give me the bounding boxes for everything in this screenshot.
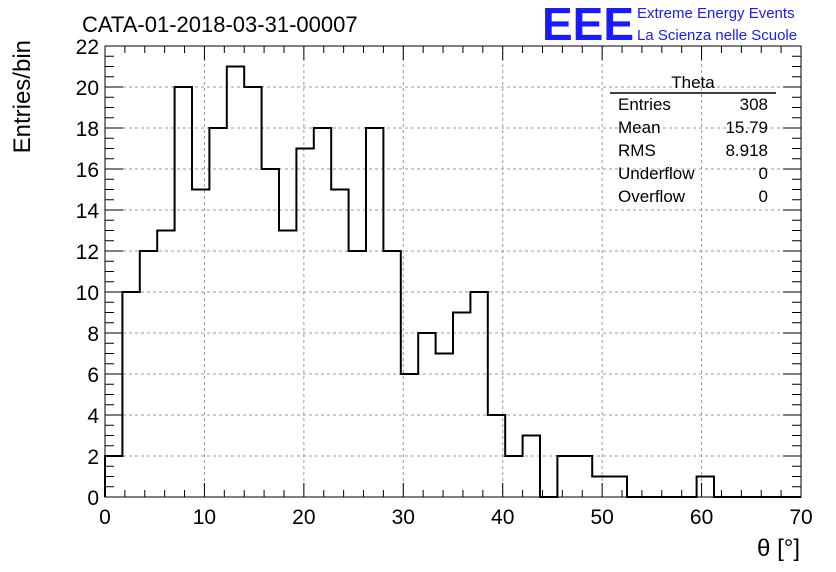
y-tick-label: 2 bbox=[87, 446, 99, 469]
eee-logo-line1: Extreme Energy Events bbox=[637, 5, 795, 22]
x-axis-label: θ [°] bbox=[757, 535, 800, 562]
histogram-bin bbox=[383, 251, 400, 497]
x-tick-label: 20 bbox=[292, 506, 315, 529]
y-tick-label: 4 bbox=[87, 405, 99, 428]
x-tick-label: 10 bbox=[193, 506, 216, 529]
histogram-bin bbox=[505, 456, 522, 497]
stats-row-value: 308 bbox=[740, 95, 768, 114]
x-tick-label: 70 bbox=[789, 506, 812, 529]
chart-title: CATA-01-2018-03-31-00007 bbox=[82, 12, 358, 37]
histogram-bin bbox=[227, 67, 244, 498]
y-tick-label: 14 bbox=[76, 200, 100, 223]
y-tick-label: 20 bbox=[76, 77, 99, 100]
histogram-bin bbox=[453, 313, 470, 498]
histogram-outline bbox=[104, 65, 801, 498]
x-tick-label: 0 bbox=[99, 506, 111, 529]
plot-frame bbox=[104, 45, 802, 498]
eee-logo-line2: La Scienza nelle Scuole bbox=[637, 27, 797, 44]
histogram-bin bbox=[331, 190, 348, 498]
histogram-bin bbox=[122, 292, 139, 497]
histogram-bin bbox=[314, 128, 331, 497]
stats-box-title: Theta bbox=[671, 73, 715, 92]
grid-lines bbox=[105, 46, 801, 497]
x-tick-labels: 0 10 20 30 40 50 60 70 bbox=[99, 506, 813, 529]
histogram-bin bbox=[575, 456, 592, 497]
histogram-bin bbox=[610, 477, 627, 498]
histogram-bin bbox=[279, 231, 296, 498]
stats-row-label: Entries bbox=[618, 95, 671, 114]
histogram-bin bbox=[366, 128, 383, 497]
stats-row-value: 15.79 bbox=[725, 118, 768, 137]
y-tick-label: 0 bbox=[87, 487, 99, 510]
stats-row-label: RMS bbox=[618, 141, 656, 160]
y-tick-labels: 0 2 4 6 8 10 12 14 16 18 20 22 bbox=[76, 36, 100, 510]
histogram-bin bbox=[209, 128, 226, 497]
histogram-bin bbox=[557, 456, 574, 497]
stats-row-value: 8.918 bbox=[725, 141, 768, 160]
x-tick-label: 40 bbox=[491, 506, 514, 529]
eee-logo: EEE Extreme Energy Events La Scienza nel… bbox=[542, 0, 797, 50]
axis-ticks bbox=[104, 45, 802, 498]
y-tick-label: 12 bbox=[76, 241, 99, 264]
histogram-bin bbox=[296, 149, 313, 498]
histogram-bars bbox=[104, 65, 801, 498]
histogram-bin bbox=[192, 190, 209, 498]
histogram-bin bbox=[592, 477, 609, 498]
x-tick-label: 30 bbox=[392, 506, 415, 529]
histogram-bin bbox=[470, 292, 487, 497]
histogram-bin bbox=[157, 231, 174, 498]
histogram-bin bbox=[436, 354, 453, 498]
stats-row-label: Overflow bbox=[618, 187, 686, 206]
histogram-bin bbox=[244, 87, 261, 497]
y-tick-label: 10 bbox=[76, 282, 99, 305]
y-axis-label: Entries/bin bbox=[9, 40, 36, 153]
y-tick-label: 6 bbox=[87, 364, 99, 387]
y-tick-label: 16 bbox=[76, 159, 99, 182]
x-tick-label: 60 bbox=[690, 506, 713, 529]
histogram-bin bbox=[418, 333, 435, 497]
plot-frame-rect bbox=[104, 45, 802, 498]
stats-row-label: Underflow bbox=[618, 164, 695, 183]
stats-row-value: 0 bbox=[759, 164, 768, 183]
x-tick-label: 50 bbox=[590, 506, 613, 529]
eee-logo-mark: EEE bbox=[542, 0, 634, 50]
y-tick-label: 22 bbox=[76, 36, 99, 59]
histogram-bin bbox=[697, 477, 714, 498]
y-tick-label: 18 bbox=[76, 118, 99, 141]
stats-row-value: 0 bbox=[759, 187, 768, 206]
histogram-bin bbox=[523, 436, 540, 498]
histogram-bin bbox=[262, 169, 279, 497]
stats-row-label: Mean bbox=[618, 118, 661, 137]
y-tick-label: 8 bbox=[87, 323, 99, 346]
